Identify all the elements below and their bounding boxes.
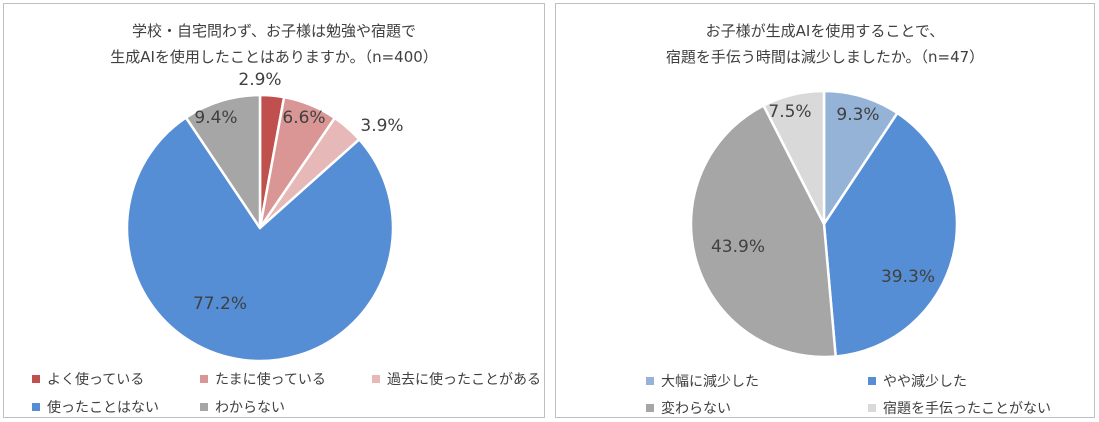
legend-swatch (32, 403, 40, 411)
slice-data-label-1-1: 2.9% (238, 70, 281, 90)
legend-item-2-2: やや減少した (868, 371, 967, 391)
legend-swatch (868, 404, 876, 412)
legend-swatch (200, 375, 208, 383)
slice-data-label-1-5: 9.4% (194, 108, 237, 128)
slice-data-label-2-4: 7.5% (768, 102, 811, 122)
slice-data-label-2-1: 9.3% (836, 105, 879, 125)
pie-slice-1-4 (125, 116, 395, 363)
legend-label: よく使っている (47, 372, 145, 388)
pie-slice-1-5 (184, 93, 262, 230)
legend-label: わからない (215, 400, 285, 416)
legend-swatch (200, 403, 208, 411)
pie-slice-2-4 (762, 89, 826, 226)
legend-swatch (646, 377, 654, 385)
legend-item-1-5: わからない (200, 397, 285, 417)
slice-data-label-1-2: 6.6% (282, 108, 325, 128)
slice-data-label-2-3: 43.9% (711, 237, 765, 257)
legend-item-2-4: 宿題を手伝ったことがない (868, 398, 1051, 418)
legend-label: 宿題を手伝ったことがない (883, 401, 1051, 417)
chart-title-2-line-1: お子様が生成AIを使用することで、 (705, 22, 945, 40)
legend-label: 過去に使ったことがある (387, 372, 541, 388)
slice-data-label-2-2: 39.3% (881, 267, 935, 287)
legend-label: やや減少した (883, 374, 967, 390)
legend-item-1-3: 過去に使ったことがある (372, 369, 541, 389)
pie-slice-2-3 (689, 104, 837, 359)
legend-item-1-2: たまに使っている (200, 369, 326, 389)
legend-label: 大幅に減少した (661, 374, 759, 390)
chart-title-1-line-2: 生成AIを使用したことはありますか。（n=400） (110, 48, 438, 66)
chart-title-1: 学校・自宅問わず、お子様は勉強や宿題で 生成AIを使用したことはありますか。（n… (4, 18, 544, 70)
legend-item-2-3: 変わらない (646, 398, 731, 418)
pie-chart-2: 9.3% 39.3% 43.9% 7.5% (689, 89, 959, 359)
slice-data-label-1-3: 3.9% (360, 116, 403, 136)
legend-item-2-1: 大幅に減少した (646, 371, 759, 391)
chart-panel-2: お子様が生成AIを使用することで、 宿題を手伝う時間は減少しましたか。（n=47… (555, 3, 1095, 418)
chart-title-2: お子様が生成AIを使用することで、 宿題を手伝う時間は減少しましたか。（n=47… (556, 18, 1094, 70)
legend-swatch (646, 404, 654, 412)
legend-label: たまに使っている (215, 372, 326, 388)
legend-item-1-1: よく使っている (32, 369, 144, 389)
legend-swatch (32, 375, 40, 383)
chart-title-2-line-2: 宿題を手伝う時間は減少しましたか。（n=47） (665, 48, 985, 66)
chart-panel-1: 学校・自宅問わず、お子様は勉強や宿題で 生成AIを使用したことはありますか。（n… (3, 3, 545, 418)
legend-label: 使ったことはない (47, 400, 159, 416)
legend-swatch (868, 377, 876, 385)
pie-slice-2-1 (822, 89, 899, 226)
legend-swatch (372, 375, 380, 383)
chart-title-1-line-1: 学校・自宅問わず、お子様は勉強や宿題で (132, 22, 416, 40)
pie-slice-2-2 (822, 111, 959, 358)
pie-chart-1: 2.9%6.6% 3.9% 77.2% 9.4% (125, 70, 404, 363)
legend-item-1-4: 使ったことはない (32, 397, 159, 417)
slice-data-label-1-4: 77.2% (193, 294, 247, 314)
legend-label: 変わらない (661, 401, 731, 417)
